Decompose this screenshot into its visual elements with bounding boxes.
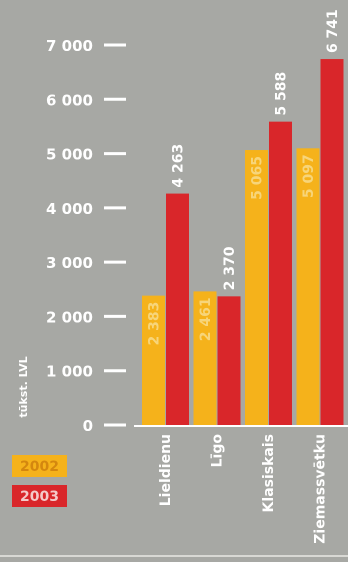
category-label: Lieldienu (158, 434, 174, 506)
bar-2002-ziemassvētku (296, 148, 320, 425)
data-label: 5 065 (250, 156, 266, 200)
data-label: 2 370 (222, 246, 238, 290)
data-label: 2 383 (147, 302, 163, 346)
bar-2002-lieldienu (142, 295, 165, 425)
y-tick-label: 7 000 (46, 37, 93, 55)
y-tick-label: 0 (83, 417, 93, 435)
bar-2002-līgo (193, 291, 217, 425)
category-label: Ziemassvētku (313, 434, 329, 544)
y-tick-label: 6 000 (46, 91, 93, 109)
y-tick-label: 5 000 (46, 146, 93, 164)
bar-2002-klasiskais (245, 150, 268, 426)
legend-swatch-2003 (12, 485, 67, 507)
y-tick-label: 4 000 (46, 200, 93, 218)
data-label: 2 461 (198, 297, 214, 341)
category-label: Līgo (210, 434, 226, 468)
data-label: 5 588 (274, 72, 290, 116)
legend-swatch-2002 (12, 455, 67, 477)
bar-2003-līgo (217, 296, 241, 425)
y-tick-label: 2 000 (46, 308, 93, 326)
legend-label: 2002 (20, 459, 59, 475)
category-label: Klasiskais (261, 434, 277, 512)
y-tick-label: 3 000 (46, 254, 93, 272)
y-tick-label: 1 000 (46, 363, 93, 381)
y-axis-label: tūkst. LVL (17, 356, 30, 417)
bar-2003-klasiskais (269, 121, 292, 425)
data-label: 5 097 (301, 154, 317, 198)
data-label: 4 263 (171, 144, 187, 188)
legend-label: 2003 (20, 489, 59, 505)
bar-2003-ziemassvētku (320, 59, 344, 426)
bar-2003-lieldienu (166, 193, 189, 425)
data-label: 6 741 (325, 9, 341, 53)
